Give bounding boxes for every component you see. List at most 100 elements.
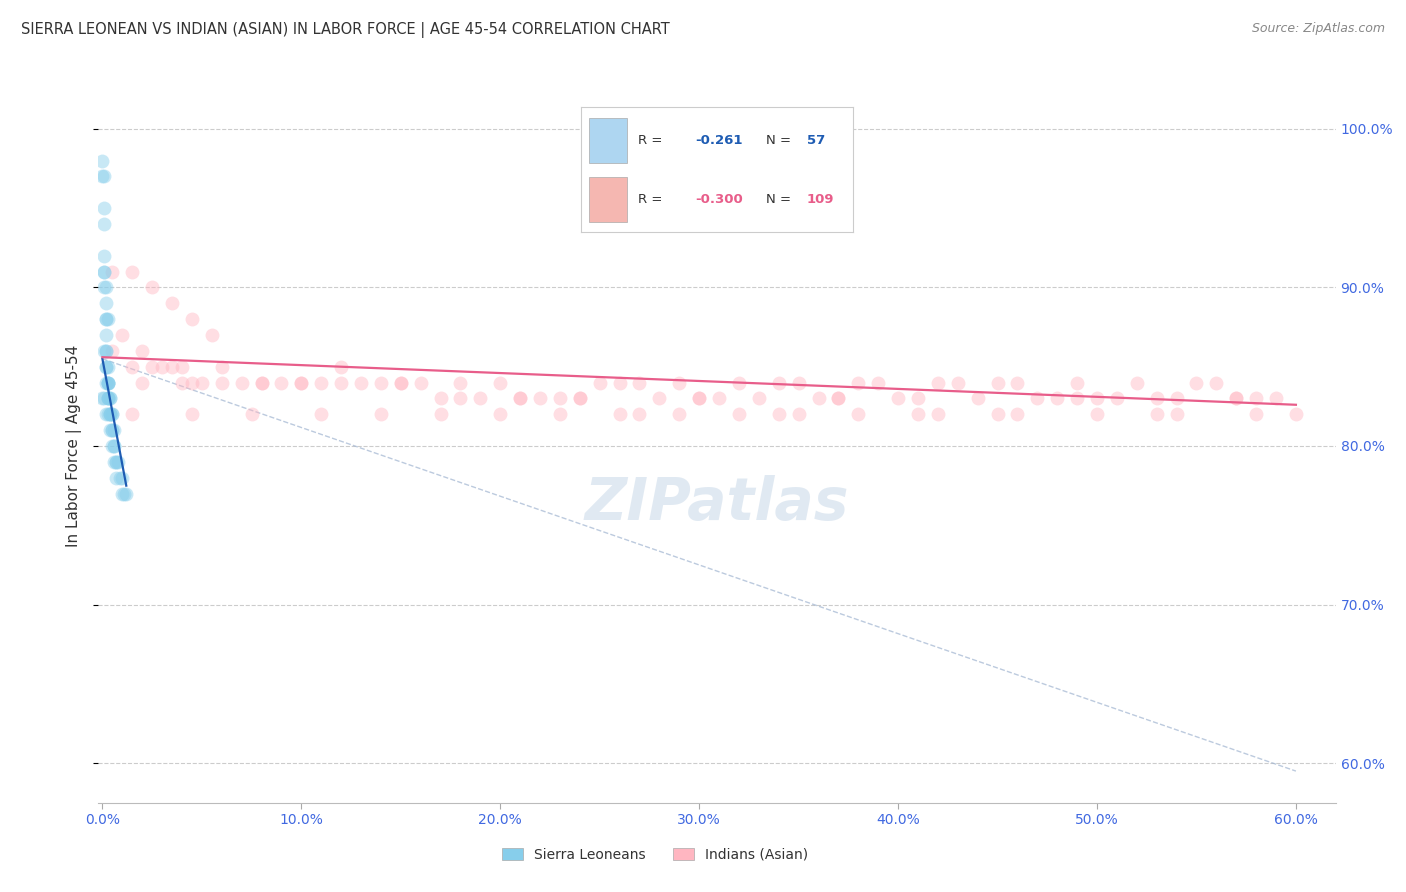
Point	[1085, 407, 1108, 421]
Point	[748, 392, 770, 406]
Point	[231, 376, 253, 390]
Point	[96, 312, 118, 326]
Point	[470, 392, 492, 406]
Point	[509, 392, 531, 406]
Point	[170, 359, 193, 374]
Point	[429, 392, 451, 406]
Point	[309, 407, 332, 421]
Point	[309, 376, 332, 390]
Point	[150, 359, 173, 374]
Point	[97, 359, 120, 374]
Point	[97, 392, 120, 406]
Point	[1026, 392, 1049, 406]
Point	[1244, 407, 1267, 421]
Point	[141, 359, 163, 374]
Point	[609, 376, 631, 390]
Point	[827, 392, 849, 406]
Point	[105, 471, 128, 485]
Point	[131, 343, 153, 358]
Point	[93, 264, 115, 278]
Point	[101, 439, 124, 453]
Point	[101, 407, 124, 421]
Point	[688, 392, 710, 406]
Point	[96, 280, 118, 294]
Point	[111, 328, 134, 343]
Point	[98, 392, 121, 406]
Point	[589, 376, 612, 390]
Point	[509, 392, 531, 406]
Point	[927, 407, 949, 421]
Point	[160, 359, 183, 374]
Point	[330, 376, 353, 390]
Point	[98, 407, 121, 421]
Point	[110, 471, 132, 485]
Point	[211, 376, 233, 390]
Point	[91, 169, 114, 184]
Point	[97, 407, 120, 421]
Point	[1185, 376, 1208, 390]
Point	[93, 392, 115, 406]
Point	[96, 359, 118, 374]
Point	[191, 376, 214, 390]
Point	[787, 407, 810, 421]
Point	[97, 392, 120, 406]
Point	[98, 407, 121, 421]
Point	[668, 407, 690, 421]
Point	[1285, 407, 1308, 421]
Point	[93, 264, 115, 278]
Point	[986, 376, 1008, 390]
Point	[728, 407, 751, 421]
Legend: Sierra Leoneans, Indians (Asian): Sierra Leoneans, Indians (Asian)	[496, 842, 814, 867]
Point	[489, 407, 512, 421]
Point	[121, 407, 143, 421]
Point	[160, 296, 183, 310]
Point	[688, 392, 710, 406]
Point	[1126, 376, 1149, 390]
Point	[111, 471, 134, 485]
Point	[290, 376, 312, 390]
Point	[290, 376, 312, 390]
Point	[97, 376, 120, 390]
Point	[96, 328, 118, 343]
Text: Source: ZipAtlas.com: Source: ZipAtlas.com	[1251, 22, 1385, 36]
Point	[609, 407, 631, 421]
Point	[97, 376, 120, 390]
Point	[1046, 392, 1069, 406]
Point	[1146, 407, 1168, 421]
Point	[270, 376, 292, 390]
Point	[1225, 392, 1247, 406]
Point	[1265, 392, 1288, 406]
Point	[98, 407, 121, 421]
Point	[115, 486, 138, 500]
Point	[1007, 407, 1029, 421]
Point	[97, 312, 120, 326]
Point	[97, 376, 120, 390]
Point	[98, 392, 121, 406]
Point	[966, 392, 988, 406]
Point	[97, 392, 120, 406]
Point	[96, 407, 118, 421]
Point	[1146, 392, 1168, 406]
Point	[96, 296, 118, 310]
Point	[429, 407, 451, 421]
Point	[409, 376, 432, 390]
Point	[91, 392, 114, 406]
Point	[648, 392, 671, 406]
Point	[97, 376, 120, 390]
Point	[1166, 407, 1188, 421]
Point	[449, 392, 471, 406]
Point	[868, 376, 890, 390]
Point	[986, 407, 1008, 421]
Point	[170, 376, 193, 390]
Point	[628, 407, 651, 421]
Point	[827, 392, 849, 406]
Point	[449, 376, 471, 390]
Point	[201, 328, 224, 343]
Point	[240, 407, 263, 421]
Point	[101, 407, 124, 421]
Point	[330, 359, 353, 374]
Point	[389, 376, 412, 390]
Point	[350, 376, 373, 390]
Point	[105, 455, 128, 469]
Point	[180, 312, 202, 326]
